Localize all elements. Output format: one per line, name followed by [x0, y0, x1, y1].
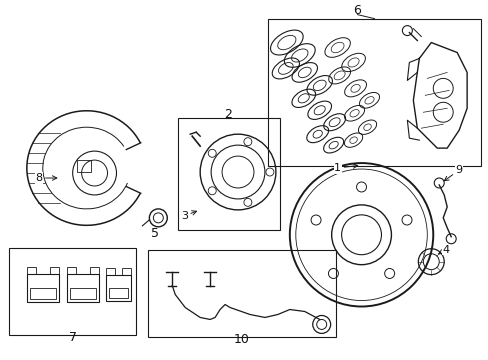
Bar — [122, 268, 131, 275]
Bar — [50, 267, 59, 274]
Bar — [66, 274, 99, 302]
Text: 9: 9 — [444, 165, 462, 181]
Text: 5: 5 — [151, 227, 159, 240]
Bar — [105, 275, 131, 301]
Text: 2: 2 — [224, 108, 231, 121]
Bar — [148, 250, 335, 337]
Bar — [77, 160, 90, 172]
Bar — [27, 274, 59, 302]
Text: 3: 3 — [181, 211, 196, 221]
Bar — [105, 268, 114, 275]
Bar — [108, 288, 128, 298]
Text: 1: 1 — [333, 163, 357, 173]
Text: 10: 10 — [234, 333, 249, 346]
Bar — [66, 267, 76, 274]
Bar — [9, 248, 136, 336]
Text: 6: 6 — [353, 4, 361, 17]
Text: 8: 8 — [35, 173, 57, 183]
Bar — [69, 288, 95, 298]
Bar — [267, 19, 480, 166]
Bar — [30, 288, 56, 298]
Text: 4: 4 — [438, 245, 449, 255]
Bar — [89, 267, 99, 274]
Bar — [178, 118, 279, 230]
Text: 7: 7 — [68, 331, 77, 344]
Bar — [27, 267, 36, 274]
